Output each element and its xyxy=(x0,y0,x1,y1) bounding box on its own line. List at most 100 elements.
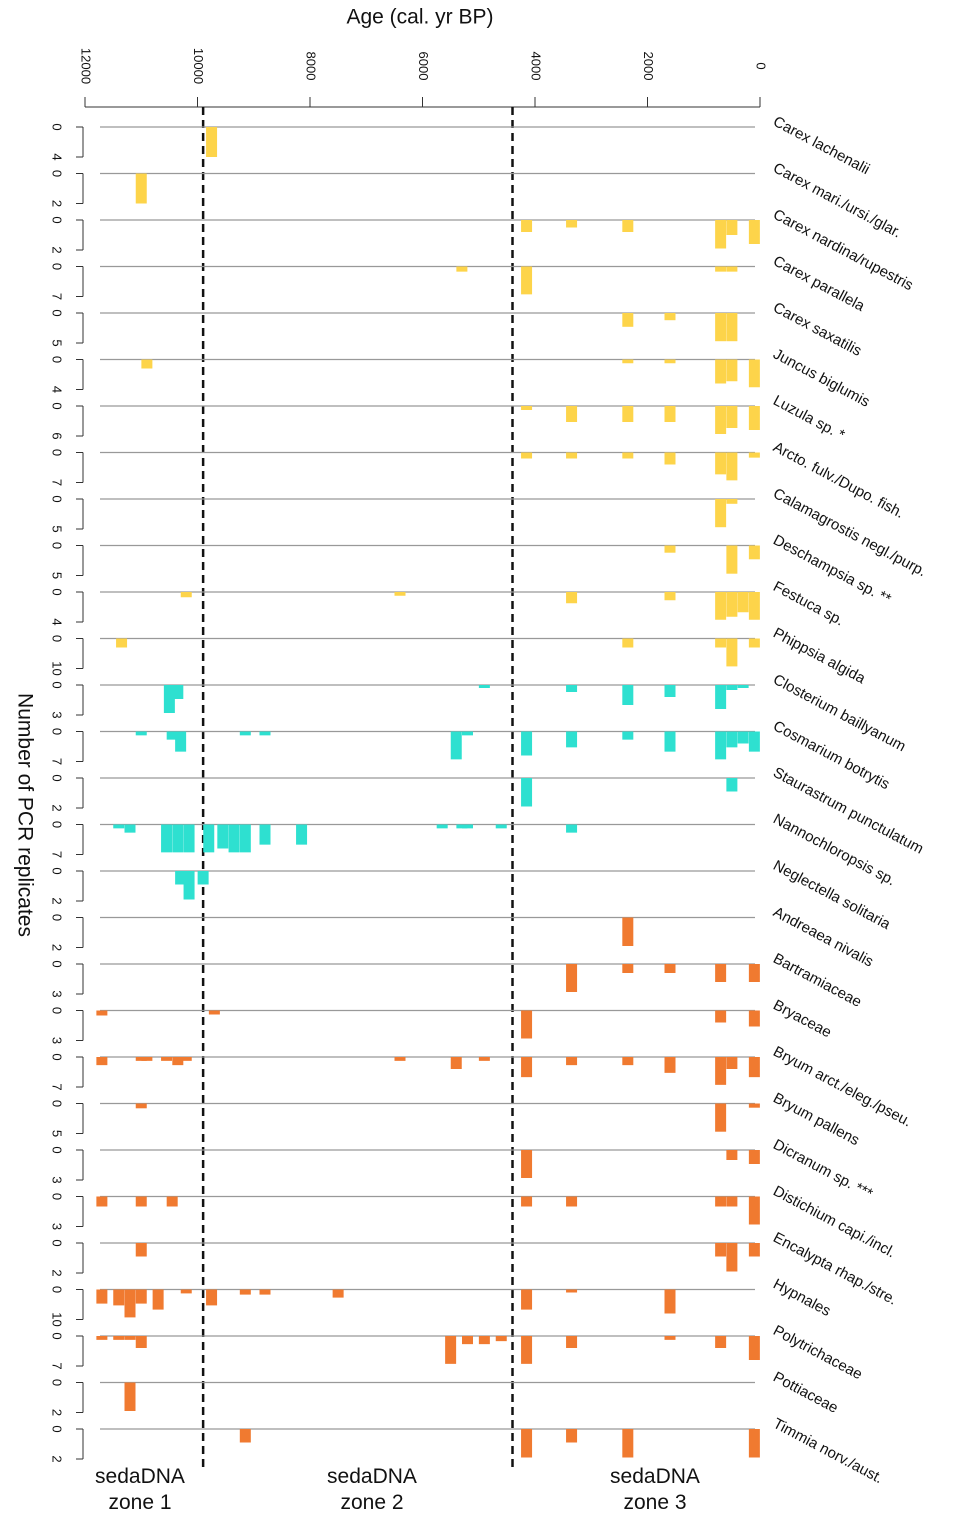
bar xyxy=(135,173,147,204)
bar xyxy=(456,824,468,829)
bar xyxy=(172,1057,184,1066)
bar xyxy=(748,1057,760,1078)
bar xyxy=(96,1010,108,1016)
bar xyxy=(566,406,578,422)
bar xyxy=(726,406,738,428)
bar xyxy=(208,1010,220,1015)
bar xyxy=(521,778,533,807)
bar xyxy=(436,824,448,829)
y-tick-label: 7 xyxy=(50,293,65,300)
bar xyxy=(521,731,533,756)
y-tick-label: 0 xyxy=(50,1425,65,1432)
taxon-label: Staurastrum punctulatum xyxy=(770,764,926,858)
x-tick-label: 4000 xyxy=(529,52,544,81)
bar xyxy=(217,824,229,849)
bar xyxy=(748,1336,760,1360)
bar xyxy=(180,1057,192,1061)
bar xyxy=(478,1057,490,1061)
bar xyxy=(521,1196,533,1207)
bar xyxy=(664,452,676,465)
y-tick-label: 0 xyxy=(50,588,65,595)
y-tick-label: 7 xyxy=(50,479,65,486)
bar xyxy=(748,1010,760,1027)
bar xyxy=(113,824,125,829)
y-tick-label: 4 xyxy=(50,153,65,160)
bar xyxy=(622,1429,634,1458)
y-tick-label: 0 xyxy=(50,170,65,177)
bar xyxy=(239,824,251,853)
bar xyxy=(715,731,727,760)
bar xyxy=(748,1243,760,1257)
bar xyxy=(172,685,184,699)
bar xyxy=(726,1150,738,1160)
bar xyxy=(715,638,727,648)
bar xyxy=(566,220,578,228)
bar xyxy=(726,1057,738,1069)
y-tick-label: 2 xyxy=(50,1455,65,1462)
bar xyxy=(664,592,676,601)
bar xyxy=(172,824,184,853)
bar xyxy=(394,592,406,596)
bar xyxy=(478,685,490,688)
bar xyxy=(566,592,578,604)
bar xyxy=(113,1336,125,1340)
bar xyxy=(152,1289,164,1310)
taxon-label: Calamagrostis negl./purp. xyxy=(770,485,929,580)
bar xyxy=(135,1336,147,1348)
bar xyxy=(664,964,676,973)
bar xyxy=(113,1289,125,1306)
y-tick-label: 0 xyxy=(50,1239,65,1246)
y-tick-label: 0 xyxy=(50,1146,65,1153)
x-tick-label: 6000 xyxy=(416,52,431,81)
bar xyxy=(664,313,676,321)
bar xyxy=(748,592,760,620)
taxon-label: Carex nardina/rupestris xyxy=(770,206,916,294)
bar xyxy=(296,824,308,845)
bar xyxy=(664,545,676,553)
bar xyxy=(239,731,251,736)
bar xyxy=(96,1057,108,1066)
y-tick-label: 0 xyxy=(50,914,65,921)
bar xyxy=(715,1057,727,1085)
y-tick-label: 5 xyxy=(50,339,65,346)
y-tick-label: 5 xyxy=(50,572,65,579)
bar xyxy=(521,266,533,295)
bar xyxy=(726,638,738,667)
y-tick-label: 2 xyxy=(50,1409,65,1416)
bar xyxy=(748,406,760,430)
bar xyxy=(228,824,240,853)
y-tick-label: 0 xyxy=(50,263,65,270)
y-tick-label: 3 xyxy=(50,1223,65,1230)
bar xyxy=(175,871,187,885)
y-tick-label: 0 xyxy=(50,635,65,642)
y-tick-label: 0 xyxy=(50,309,65,316)
x-tick-label: 8000 xyxy=(304,52,319,81)
bar xyxy=(450,1057,462,1069)
bar xyxy=(726,359,738,382)
bar xyxy=(748,452,760,458)
y-tick-label: 4 xyxy=(50,618,65,625)
bar xyxy=(521,1429,533,1458)
bar xyxy=(495,824,507,829)
bar xyxy=(726,685,738,690)
y-tick-label: 0 xyxy=(50,728,65,735)
bar xyxy=(748,220,760,244)
bar xyxy=(715,1336,727,1348)
bar xyxy=(141,359,153,369)
taxon-label: Bryaceae xyxy=(770,997,834,1042)
bar xyxy=(166,1196,178,1207)
bar xyxy=(726,313,738,342)
bar xyxy=(737,731,749,744)
bar xyxy=(715,499,727,528)
bar xyxy=(726,1196,738,1207)
y-tick-label: 0 xyxy=(50,1100,65,1107)
y-tick-label: 0 xyxy=(50,867,65,874)
bar xyxy=(259,731,271,736)
bar xyxy=(521,1336,533,1364)
y-tick-label: 0 xyxy=(50,1286,65,1293)
bar xyxy=(135,1103,147,1109)
bar xyxy=(566,685,578,692)
bar xyxy=(521,1150,533,1178)
bar xyxy=(135,731,147,736)
